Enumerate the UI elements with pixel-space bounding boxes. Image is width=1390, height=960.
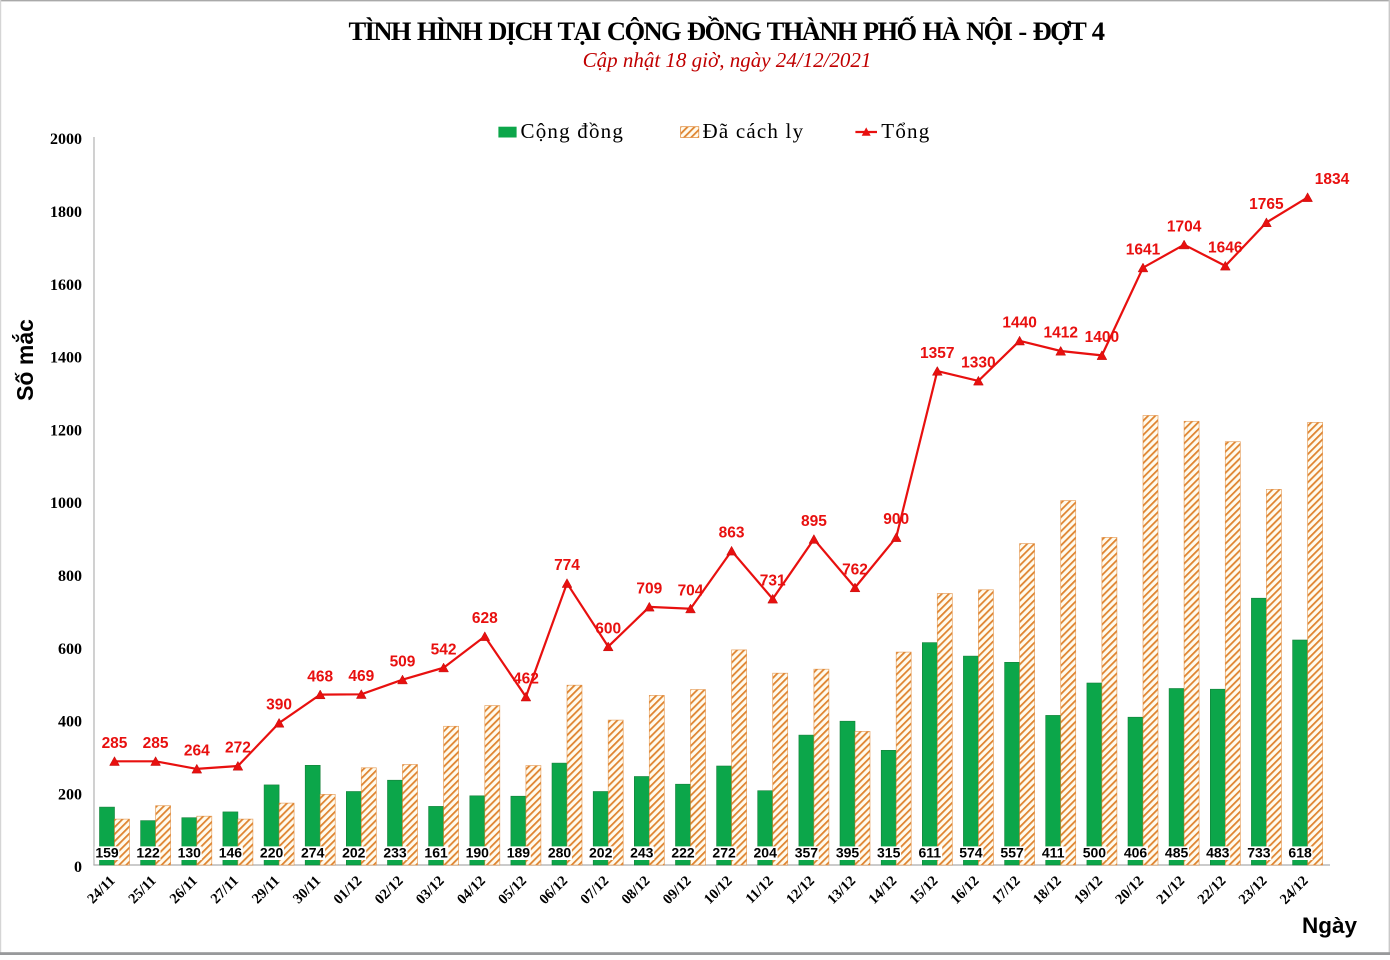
svg-text:Đã cách ly: Đã cách ly: [703, 119, 805, 143]
svg-text:733: 733: [1247, 845, 1271, 861]
svg-text:900: 900: [883, 511, 909, 528]
svg-text:204: 204: [754, 845, 778, 861]
svg-text:274: 274: [301, 845, 325, 861]
svg-text:1440: 1440: [1002, 315, 1036, 332]
svg-text:895: 895: [801, 513, 827, 530]
svg-text:500: 500: [1083, 845, 1107, 861]
svg-text:400: 400: [58, 714, 82, 731]
svg-text:542: 542: [431, 641, 457, 658]
svg-text:2000: 2000: [50, 131, 82, 148]
svg-text:509: 509: [390, 653, 416, 670]
svg-text:222: 222: [671, 845, 695, 861]
svg-text:280: 280: [548, 845, 572, 861]
svg-text:1704: 1704: [1167, 218, 1202, 235]
svg-text:1330: 1330: [961, 355, 995, 372]
svg-text:159: 159: [95, 845, 119, 861]
svg-text:709: 709: [636, 581, 662, 598]
svg-text:Tổng: Tổng: [881, 119, 930, 143]
svg-text:1400: 1400: [50, 350, 82, 367]
svg-text:1000: 1000: [50, 495, 82, 512]
svg-text:146: 146: [219, 845, 243, 861]
svg-text:Số mắc: Số mắc: [11, 319, 38, 401]
svg-text:190: 190: [466, 845, 490, 861]
svg-text:762: 762: [842, 561, 868, 578]
svg-text:272: 272: [712, 845, 736, 861]
svg-text:357: 357: [795, 845, 819, 861]
svg-text:189: 189: [507, 845, 531, 861]
svg-text:272: 272: [225, 740, 251, 757]
svg-text:800: 800: [58, 568, 82, 585]
svg-text:468: 468: [307, 668, 333, 685]
svg-text:200: 200: [58, 786, 82, 803]
svg-text:1200: 1200: [50, 422, 82, 439]
svg-text:483: 483: [1206, 845, 1230, 861]
svg-text:574: 574: [959, 845, 983, 861]
svg-text:395: 395: [836, 845, 860, 861]
svg-text:1765: 1765: [1249, 196, 1284, 213]
svg-text:774: 774: [554, 557, 580, 574]
svg-text:628: 628: [472, 610, 498, 627]
svg-text:Cộng đồng: Cộng đồng: [521, 119, 625, 143]
svg-text:202: 202: [342, 845, 366, 861]
svg-text:161: 161: [424, 845, 448, 861]
svg-text:611: 611: [919, 845, 942, 861]
svg-text:Cập nhật 18 giờ, ngày 24/12/20: Cập nhật 18 giờ, ngày 24/12/2021: [583, 48, 872, 72]
svg-text:600: 600: [595, 620, 621, 637]
svg-text:285: 285: [102, 735, 128, 752]
svg-text:285: 285: [143, 735, 169, 752]
svg-text:485: 485: [1165, 845, 1189, 861]
svg-text:315: 315: [877, 845, 901, 861]
svg-text:1800: 1800: [50, 204, 82, 221]
svg-text:600: 600: [58, 641, 82, 658]
svg-text:618: 618: [1288, 845, 1312, 861]
svg-text:1357: 1357: [920, 345, 954, 362]
svg-text:1412: 1412: [1043, 325, 1077, 342]
svg-text:411: 411: [1042, 845, 1065, 861]
svg-text:1641: 1641: [1126, 241, 1161, 258]
svg-text:233: 233: [383, 845, 407, 861]
svg-text:469: 469: [348, 668, 374, 685]
svg-text:1600: 1600: [50, 277, 82, 294]
svg-text:202: 202: [589, 845, 613, 861]
svg-text:731: 731: [760, 573, 786, 590]
svg-text:557: 557: [1000, 845, 1024, 861]
svg-text:863: 863: [719, 525, 745, 542]
svg-text:122: 122: [136, 845, 160, 861]
svg-text:130: 130: [178, 845, 202, 861]
svg-text:243: 243: [630, 845, 654, 861]
svg-text:TÌNH HÌNH DỊCH TẠI CỘNG ĐỒNG T: TÌNH HÌNH DỊCH TẠI CỘNG ĐỒNG THÀNH PHỐ H…: [349, 15, 1105, 46]
svg-text:1400: 1400: [1085, 329, 1119, 346]
svg-text:264: 264: [184, 743, 210, 760]
svg-text:1834: 1834: [1315, 171, 1350, 188]
svg-text:Ngày: Ngày: [1302, 913, 1358, 938]
svg-text:462: 462: [513, 671, 539, 688]
svg-text:220: 220: [260, 845, 284, 861]
svg-text:1646: 1646: [1208, 240, 1243, 257]
svg-text:390: 390: [266, 697, 292, 714]
svg-text:406: 406: [1124, 845, 1148, 861]
svg-text:704: 704: [678, 582, 704, 599]
svg-text:0: 0: [74, 859, 82, 876]
